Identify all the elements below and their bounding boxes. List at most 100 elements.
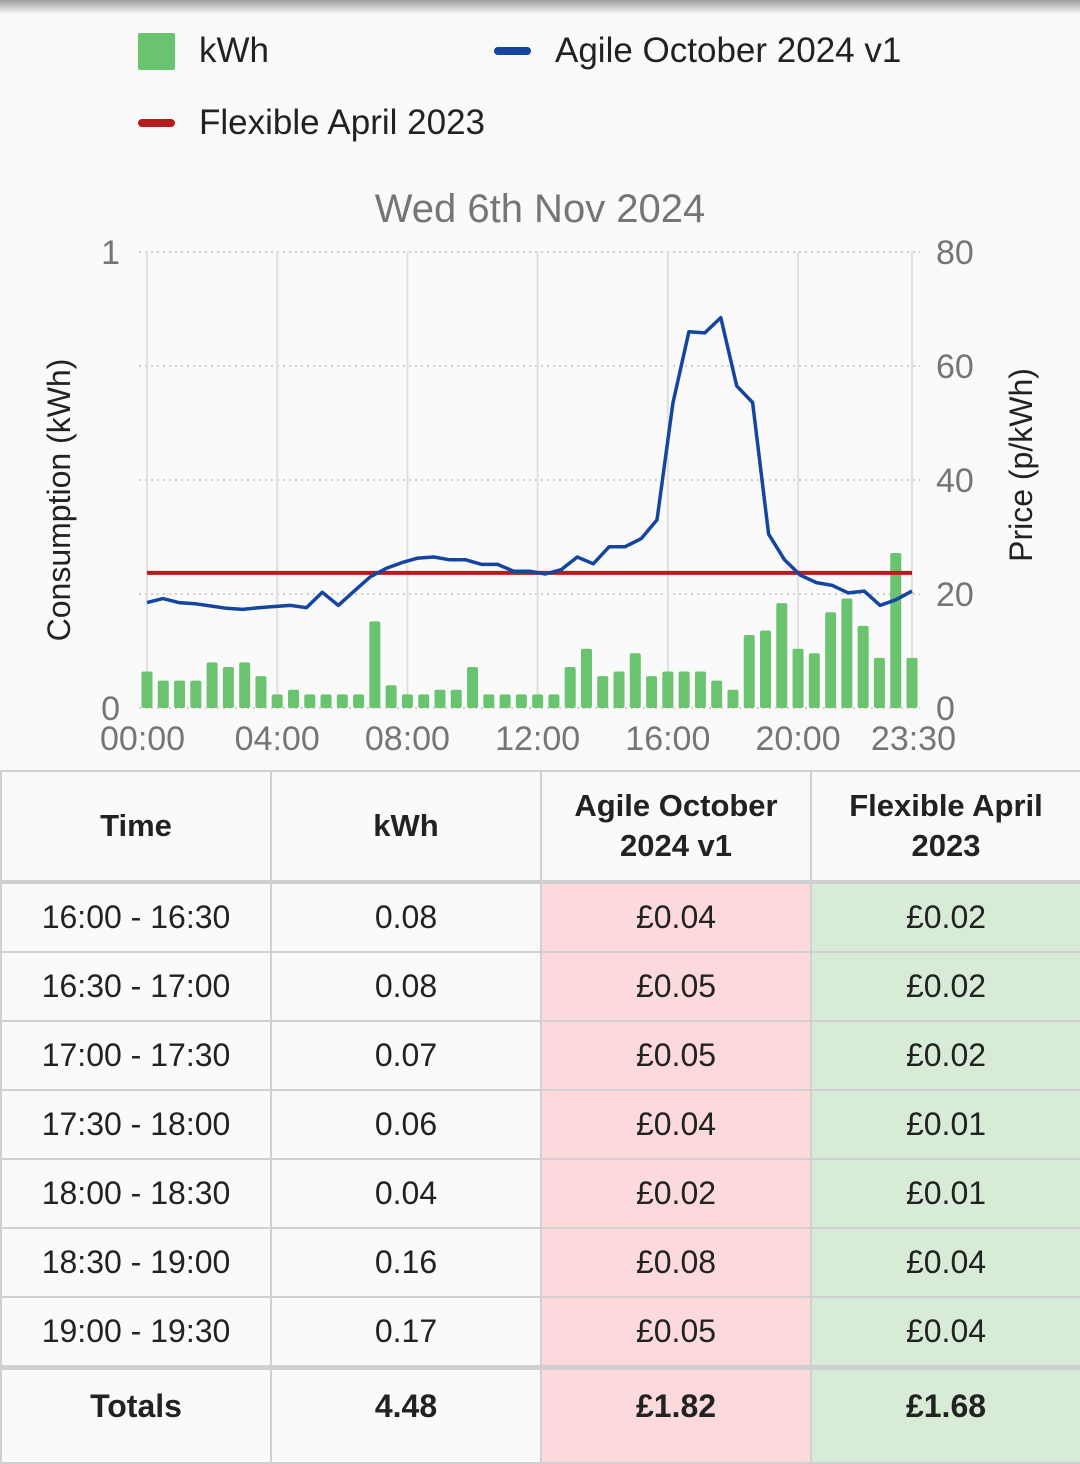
kwh-bar [418,694,430,708]
kwh-bar [629,653,641,708]
kwh-bar [515,694,527,708]
table-row: 16:00 - 16:30 0.08 £0.04 £0.02 [0,881,1080,953]
kwh-bar [467,666,479,708]
kwh-bar [580,648,592,708]
y-left-tick-label: 1 [101,234,120,272]
x-tick-label: 16:00 [625,720,710,758]
legend-kwh[interactable]: kWh [138,31,269,71]
kwh-bar [483,694,495,708]
totals-agile: £1.82 [540,1366,812,1464]
kwh-bar [662,671,674,708]
kwh-bar [385,685,397,708]
cell-kwh: 0.08 [270,951,542,1022]
kwh-bar [792,648,804,708]
cell-flexible-cost: £0.04 [810,1227,1080,1298]
cell-kwh: 0.17 [270,1296,542,1369]
chart-title: Wed 6th Nov 2024 [375,187,706,231]
y-left-tick-label: 0 [101,690,120,728]
kwh-bar [450,689,462,708]
totals-kwh: 4.48 [270,1366,542,1464]
kwh-bar [304,694,316,708]
kwh-bar [613,671,625,708]
legend-agile-label: Agile October 2024 v1 [555,31,902,70]
table-row: 18:30 - 19:00 0.16 £0.08 £0.04 [0,1227,1080,1298]
kwh-bar [157,680,169,708]
kwh-bar [873,657,885,708]
header-time[interactable]: Time [0,770,272,883]
cell-time: 16:00 - 16:30 [0,881,272,953]
kwh-bar [434,689,446,708]
y-left-axis-title: Consumption (kWh) [41,359,77,642]
table-row: 17:30 - 18:00 0.06 £0.04 £0.01 [0,1089,1080,1160]
totals-label: Totals [0,1366,272,1464]
cell-agile-cost: £0.05 [540,1296,812,1369]
table-header-row: Time kWh Agile October 2024 v1 Flexible … [0,770,1080,883]
cell-agile-cost: £0.05 [540,951,812,1022]
header-kwh[interactable]: kWh [270,770,542,883]
x-tick-label: 23:30 [871,720,956,758]
cell-kwh: 0.06 [270,1089,542,1160]
kwh-bar [906,657,918,708]
kwh-bar [564,666,576,708]
kwh-bar [532,694,544,708]
kwh-bar [694,671,706,708]
cell-agile-cost: £0.04 [540,881,812,953]
kwh-bar [825,612,837,708]
cell-flexible-cost: £0.01 [810,1158,1080,1229]
cell-agile-cost: £0.08 [540,1227,812,1298]
x-tick-label: 08:00 [365,720,450,758]
y-right-tick-label: 80 [936,234,974,272]
x-tick-label: 00:00 [100,720,185,758]
legend-flexible-label: Flexible April 2023 [199,103,485,142]
cell-time: 17:00 - 17:30 [0,1020,272,1091]
legend-flexible-swatch [138,119,175,127]
cost-table: Time kWh Agile October 2024 v1 Flexible … [0,770,1080,1464]
cell-time: 18:00 - 18:30 [0,1158,272,1229]
header-agile[interactable]: Agile October 2024 v1 [540,770,812,883]
x-tick-label: 04:00 [235,720,320,758]
kwh-bar [597,676,609,708]
kwh-bar [287,689,299,708]
cell-flexible-cost: £0.04 [810,1296,1080,1369]
cell-kwh: 0.16 [270,1227,542,1298]
kwh-bar [678,671,690,708]
x-tick-label: 20:00 [756,720,841,758]
kwh-bar [857,625,869,708]
cell-time: 16:30 - 17:00 [0,951,272,1022]
kwh-bar [255,676,267,708]
agile-price-line [146,315,913,612]
kwh-bar [320,694,332,708]
legend-agile[interactable]: Agile October 2024 v1 [494,31,901,71]
kwh-bar [499,694,511,708]
table-row: 18:00 - 18:30 0.04 £0.02 £0.01 [0,1158,1080,1229]
legend-flexible[interactable]: Flexible April 2023 [138,103,485,143]
kwh-bar [174,680,186,708]
kwh-bar [841,598,853,708]
legend-agile-swatch [494,47,531,55]
table-row: 19:00 - 19:30 0.17 £0.05 £0.04 [0,1296,1080,1369]
kwh-bar [760,630,772,708]
table-row: 16:30 - 17:00 0.08 £0.05 £0.02 [0,951,1080,1022]
cell-kwh: 0.04 [270,1158,542,1229]
cell-flexible-cost: £0.02 [810,881,1080,953]
kwh-bar [890,552,902,708]
kwh-bar [141,671,153,708]
legend-kwh-swatch [138,32,175,70]
table-body: 16:00 - 16:30 0.08 £0.04 £0.02 16:30 - 17:00… [0,881,1080,1369]
kwh-bar [336,694,348,708]
y-right-tick-label: 20 [936,576,974,614]
kwh-bar [239,662,251,708]
x-tick-label: 12:00 [495,720,580,758]
y-right-axis-title: Price (p/kWh) [1003,368,1039,562]
y-right-tick-label: 40 [936,462,974,500]
price-lines [146,315,913,612]
kwh-bar [369,621,381,708]
cell-kwh: 0.07 [270,1020,542,1091]
kwh-bar [222,666,234,708]
table-row: 17:00 - 17:30 0.07 £0.05 £0.02 [0,1020,1080,1091]
legend-kwh-label: kWh [199,31,269,70]
cell-time: 18:30 - 19:00 [0,1227,272,1298]
header-flexible[interactable]: Flexible April 2023 [810,770,1080,883]
